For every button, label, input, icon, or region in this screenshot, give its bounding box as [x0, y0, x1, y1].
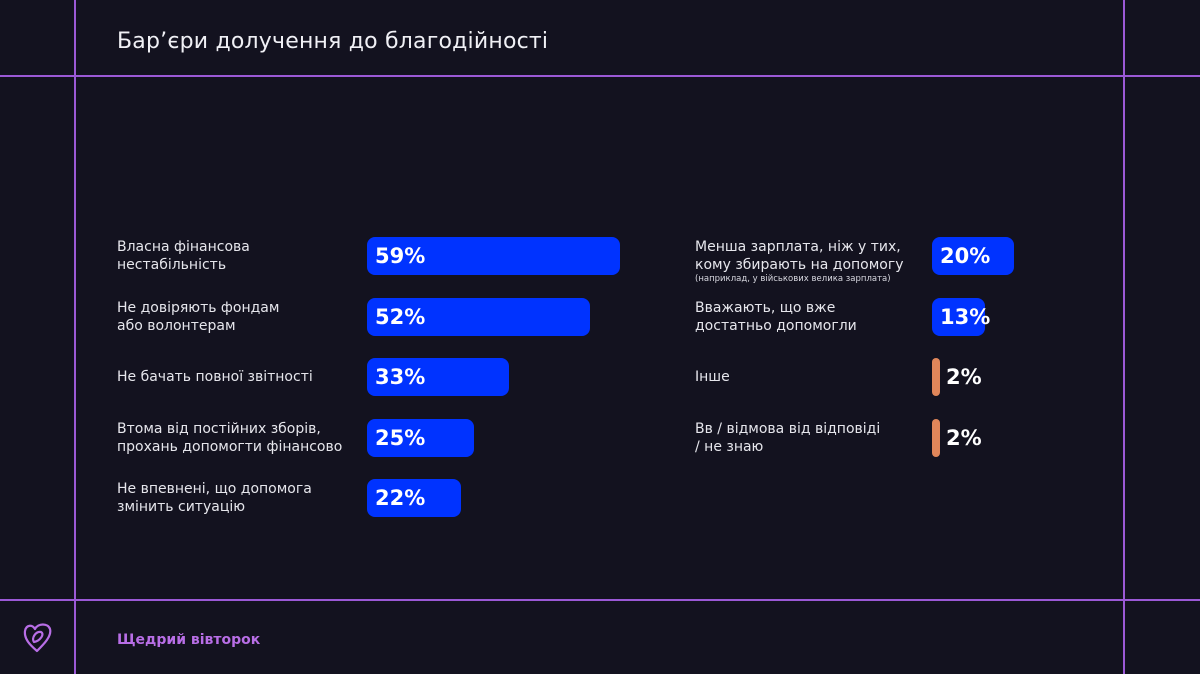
bar-label: Втома від постійних зборів, прохань допом… [117, 420, 342, 456]
bar [367, 418, 475, 457]
bar [932, 358, 940, 396]
bar-label-line: Не бачать повної звітності [117, 369, 313, 385]
frame-line-right [1123, 0, 1125, 674]
bar-label-line: змінить ситуацію [117, 499, 246, 515]
bar-label-line: Втома від постійних зборів, [117, 420, 321, 437]
page-title: Бар’єри долучення до благодійності [117, 29, 549, 54]
bar [367, 297, 591, 336]
bar-label-line: нестабільність [117, 257, 227, 273]
bar-label: Не довіряють фондам або волонтерам [117, 299, 279, 335]
bar-value-label: 52% [375, 304, 426, 329]
bar-label-line: кому збирають на допомогу [695, 257, 904, 273]
bar-label-line: / не знаю [695, 438, 764, 455]
bar-label: Вв / відмова від відповіді / не знаю [695, 420, 880, 456]
bar-value-label: 25% [375, 425, 426, 450]
bar-value-label: 33% [375, 365, 426, 389]
bar [367, 237, 621, 275]
bar-label: Інше [695, 368, 730, 386]
bar-label: Власна фінансова нестабільність [117, 238, 250, 274]
bar [367, 358, 509, 396]
bar [932, 297, 986, 336]
bar-value-label: 59% [375, 244, 426, 268]
bar-label-line: Вв / відмова від відповіді [695, 420, 881, 437]
bar [932, 418, 940, 457]
brand-name: Щедрий вівторок [117, 632, 261, 648]
bar-label-note: (наприклад, у військових велика зарплата… [695, 274, 891, 284]
frame-line-left [74, 0, 76, 674]
bar-value-label: 2% [946, 365, 982, 389]
bar-label: Не впевнені, що допомога змінить ситуацію [117, 480, 312, 516]
bar-value-label: 13% [940, 304, 991, 329]
bar-label-line: прохань допомогти фінансово [117, 438, 343, 455]
bar-label-line: достатньо допомогли [695, 317, 857, 334]
bar-label: Не бачать повної звітності [117, 368, 313, 386]
bar-label-line: Інше [695, 369, 730, 385]
bar-label: Вважають, що вже достатньо допомогли [695, 299, 857, 335]
bar-value-label: 2% [946, 425, 982, 450]
bar-value-label: 22% [375, 486, 426, 510]
bar-label-line: Не впевнені, що допомога [117, 481, 312, 497]
bar [932, 237, 1014, 275]
bar-label: Менша зарплата, ніж у тих, кому збирають … [695, 238, 904, 284]
bar-label-line: Менша зарплата, ніж у тих, [695, 239, 901, 255]
frame-line-bottom [0, 599, 1200, 601]
frame-line-top [0, 75, 1200, 77]
bar [367, 479, 462, 517]
bar-label-line: Власна фінансова [117, 239, 250, 255]
bar-label-line: Не довіряють фондам [117, 299, 280, 316]
heart-logo-icon [23, 623, 52, 653]
bar-label-line: Вважають, що вже [695, 299, 836, 316]
bar-label-line: або волонтерам [117, 317, 236, 334]
bar-value-label: 20% [940, 244, 991, 268]
